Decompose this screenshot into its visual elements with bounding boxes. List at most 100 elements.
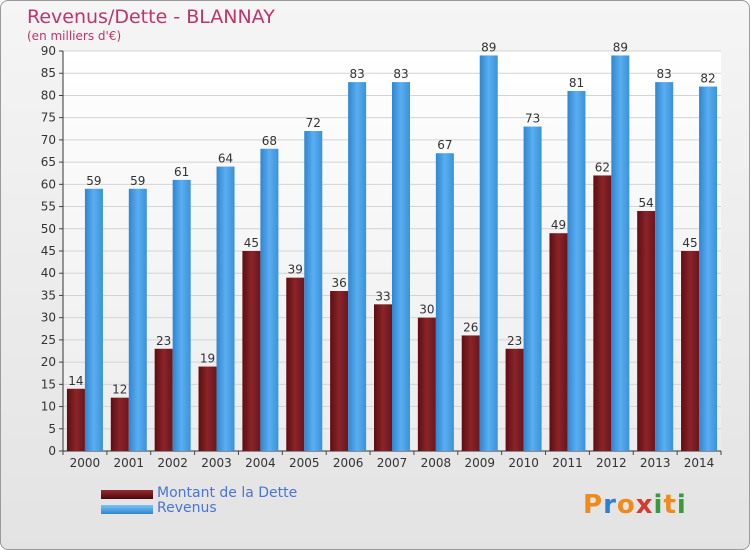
bar-dette bbox=[66, 388, 85, 451]
bar-revenus bbox=[392, 82, 410, 451]
x-tick-label: 2012 bbox=[596, 456, 627, 470]
bar-revenus bbox=[567, 91, 586, 451]
chart-subtitle: (en milliers d'€) bbox=[27, 29, 122, 43]
data-label-revenus: 73 bbox=[525, 112, 540, 126]
y-tick-label: 65 bbox=[41, 155, 56, 169]
bar-revenus bbox=[304, 131, 323, 451]
y-tick-label: 40 bbox=[41, 266, 56, 280]
x-tick-label: 2005 bbox=[289, 456, 320, 470]
x-tick-label: 2009 bbox=[464, 456, 495, 470]
logo-letter: x bbox=[635, 490, 654, 520]
x-tick-label: 2007 bbox=[377, 456, 408, 470]
logo-letter: i bbox=[653, 490, 664, 520]
data-label-dette: 62 bbox=[595, 160, 610, 174]
data-label-revenus: 89 bbox=[481, 40, 496, 54]
x-tick-label: 2002 bbox=[157, 456, 188, 470]
bar-dette bbox=[110, 397, 129, 451]
bar-revenus bbox=[128, 188, 147, 451]
x-tick-label: 2000 bbox=[70, 456, 101, 470]
bar-dette bbox=[242, 251, 261, 451]
data-label-revenus: 72 bbox=[306, 116, 321, 130]
y-tick-label: 75 bbox=[41, 111, 56, 125]
proxiti-logo: Proxiti bbox=[583, 490, 687, 520]
bar-revenus bbox=[260, 148, 279, 451]
chart-title: Revenus/Dette - BLANNAY bbox=[27, 6, 275, 28]
x-tick-label: 2013 bbox=[640, 456, 671, 470]
y-tick-label: 20 bbox=[41, 355, 56, 369]
bar-revenus bbox=[348, 82, 367, 451]
bar-dette bbox=[154, 348, 173, 451]
data-label-revenus: 89 bbox=[613, 40, 628, 54]
x-tick-label: 2011 bbox=[552, 456, 583, 470]
data-label-dette: 49 bbox=[551, 218, 566, 232]
bar-revenus bbox=[435, 153, 454, 451]
x-tick-label: 2006 bbox=[333, 456, 364, 470]
data-label-revenus: 64 bbox=[218, 152, 233, 166]
y-tick-label: 0 bbox=[48, 444, 56, 458]
bar-dette bbox=[505, 348, 524, 451]
y-tick-label: 5 bbox=[48, 422, 56, 436]
logo-letter: i bbox=[676, 490, 687, 520]
bar-dette bbox=[549, 233, 568, 451]
x-tick-label: 2004 bbox=[245, 456, 276, 470]
data-label-dette: 54 bbox=[639, 196, 654, 210]
bar-dette bbox=[637, 211, 656, 451]
x-tick-label: 2008 bbox=[421, 456, 452, 470]
data-label-revenus: 67 bbox=[437, 138, 452, 152]
data-label-dette: 36 bbox=[331, 276, 346, 290]
y-tick-label: 25 bbox=[41, 333, 56, 347]
data-label-revenus: 59 bbox=[86, 174, 101, 188]
bar-revenus bbox=[216, 166, 235, 452]
y-tick-label: 50 bbox=[41, 222, 56, 236]
bar-revenus bbox=[84, 188, 103, 451]
bar-dette bbox=[593, 175, 612, 451]
y-tick-label: 90 bbox=[41, 44, 56, 58]
data-label-revenus: 61 bbox=[174, 165, 189, 179]
x-tick-label: 2003 bbox=[201, 456, 232, 470]
data-label-dette: 30 bbox=[419, 303, 434, 317]
data-label-revenus: 83 bbox=[349, 67, 364, 81]
y-tick-label: 15 bbox=[41, 377, 56, 391]
data-label-revenus: 59 bbox=[130, 174, 145, 188]
data-label-dette: 12 bbox=[112, 383, 127, 397]
bar-revenus bbox=[479, 55, 498, 451]
y-tick-label: 10 bbox=[41, 400, 56, 414]
data-label-dette: 39 bbox=[288, 263, 303, 277]
bar-revenus bbox=[611, 55, 630, 451]
bar-dette bbox=[681, 251, 700, 451]
x-tick-label: 2010 bbox=[508, 456, 539, 470]
data-label-dette: 23 bbox=[156, 334, 171, 348]
data-label-dette: 19 bbox=[200, 352, 215, 366]
legend-swatch-dette bbox=[101, 490, 153, 499]
y-tick-label: 55 bbox=[41, 200, 56, 214]
data-label-revenus: 81 bbox=[569, 76, 584, 90]
data-label-revenus: 82 bbox=[700, 72, 715, 86]
y-tick-label: 80 bbox=[41, 88, 56, 102]
data-label-dette: 45 bbox=[682, 236, 697, 250]
bar-dette bbox=[461, 335, 480, 451]
logo-letter: t bbox=[663, 490, 677, 520]
y-tick-label: 45 bbox=[41, 244, 56, 258]
bar-dette bbox=[198, 366, 217, 451]
y-tick-label: 85 bbox=[41, 66, 56, 80]
legend-label-revenus: Revenus bbox=[157, 500, 217, 516]
y-tick-label: 60 bbox=[41, 177, 56, 191]
bar-dette bbox=[330, 291, 349, 451]
bar-dette bbox=[286, 277, 305, 451]
logo-letter: r bbox=[603, 490, 617, 520]
data-label-revenus: 68 bbox=[262, 134, 277, 148]
logo-letter: o bbox=[616, 490, 636, 520]
data-label-dette: 14 bbox=[68, 374, 83, 388]
logo-letter: P bbox=[583, 490, 604, 520]
y-tick-label: 70 bbox=[41, 133, 56, 147]
bar-revenus bbox=[523, 126, 542, 452]
data-label-revenus: 83 bbox=[657, 67, 672, 81]
y-tick-label: 30 bbox=[41, 311, 56, 325]
bar-revenus bbox=[172, 179, 191, 451]
legend-label-dette: Montant de la Dette bbox=[157, 485, 298, 501]
data-label-dette: 26 bbox=[463, 320, 478, 334]
bar-dette bbox=[417, 317, 436, 451]
data-label-dette: 45 bbox=[244, 236, 259, 250]
bar-revenus bbox=[699, 86, 718, 452]
